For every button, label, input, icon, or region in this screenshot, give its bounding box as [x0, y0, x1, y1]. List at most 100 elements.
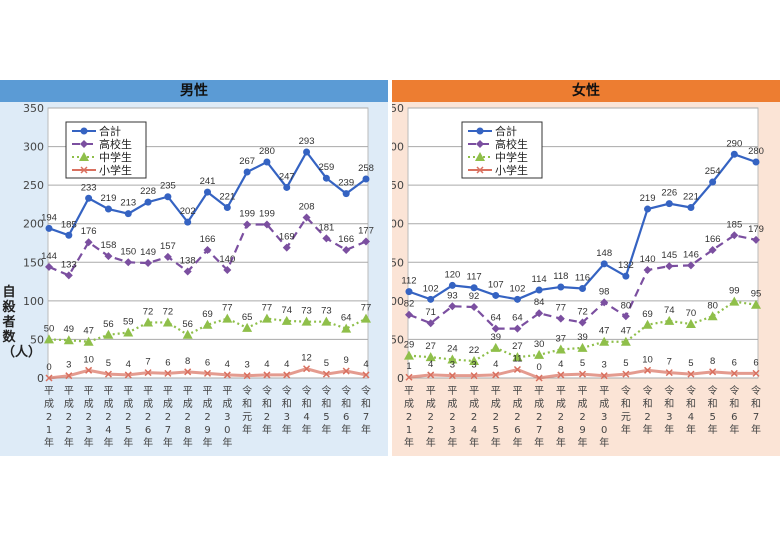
x-tick-label: 令和 6 年	[341, 384, 351, 436]
data-label: 1	[406, 361, 411, 372]
data-point	[512, 352, 523, 362]
data-label: 202	[180, 206, 196, 217]
data-label: 6	[165, 357, 170, 368]
series-高校生: 82 71 93 92 64 64 84 77 72 98 80 140 145 146 166 185 179	[404, 219, 764, 333]
x-tick-label: 平成 2 3 年	[84, 386, 94, 449]
data-point	[687, 204, 695, 212]
data-label: 107	[488, 279, 504, 290]
data-label: 10	[642, 354, 653, 365]
data-label: 59	[123, 316, 134, 327]
data-point	[283, 371, 291, 379]
data-point	[243, 372, 251, 380]
data-point	[557, 283, 565, 291]
data-point	[405, 310, 413, 319]
data-point	[223, 204, 231, 212]
data-point	[600, 298, 609, 307]
female-panel: 女性 050100150200250300350平成21年平成22年平成23年平…	[392, 80, 780, 456]
series-小学生: 0 3 10 5 4 7 6 8 6 4 3 4 4 12 5 9 4	[45, 353, 370, 382]
data-label: 99	[729, 286, 740, 297]
data-label: 37	[556, 333, 567, 344]
data-point	[104, 370, 112, 378]
x-tick-label: 令和 4 年	[686, 384, 696, 436]
data-point	[341, 323, 352, 333]
data-point	[470, 284, 478, 292]
data-label: 4	[363, 359, 368, 370]
data-label: 118	[553, 271, 568, 282]
x-tick-label: 平成 2 1 年	[44, 386, 54, 449]
data-label: 158	[101, 240, 117, 251]
data-point	[80, 166, 88, 174]
data-point	[622, 272, 630, 280]
data-point	[404, 350, 414, 360]
data-label: 5	[324, 358, 329, 369]
data-point	[470, 303, 479, 312]
data-point	[65, 372, 73, 380]
data-label: 199	[239, 208, 255, 219]
data-label: 80	[621, 300, 632, 311]
data-label: 69	[202, 309, 213, 320]
x-tick-label: 平成 2 6 年	[143, 386, 153, 449]
data-point	[599, 336, 610, 346]
data-point	[578, 370, 587, 378]
x-tick-label: 平成 2 9 年	[203, 386, 213, 449]
data-label: 4	[126, 359, 131, 370]
data-label: 29	[404, 340, 415, 351]
data-label: 169	[279, 232, 295, 243]
data-point	[204, 188, 211, 196]
x-tick-label: 平成 2 2 年	[64, 386, 74, 449]
data-point	[262, 220, 271, 229]
data-point	[709, 178, 717, 186]
y-tick-label: 100	[392, 295, 404, 308]
data-label: 92	[469, 291, 480, 302]
data-label: 39	[577, 332, 588, 343]
data-point	[362, 175, 370, 183]
y-tick-label: 200	[392, 218, 404, 231]
data-point	[579, 285, 586, 293]
data-point	[621, 312, 630, 321]
data-point	[104, 205, 112, 213]
data-label: 64	[512, 313, 523, 324]
data-label: 259	[318, 162, 334, 173]
data-label: 7	[145, 357, 150, 368]
y-tick-label: 150	[23, 256, 44, 269]
data-label: 116	[575, 273, 590, 284]
data-point	[709, 368, 717, 376]
data-label: 72	[163, 306, 174, 317]
data-point	[578, 318, 587, 327]
data-point	[708, 245, 717, 254]
x-tick-label: 平成 2 6 年	[512, 386, 522, 449]
data-point	[45, 262, 53, 271]
legend-label: 合計	[495, 124, 517, 138]
data-label: 3	[471, 360, 476, 371]
data-point	[223, 371, 231, 379]
y-tick-label: 150	[392, 256, 404, 269]
data-label: 280	[259, 146, 275, 157]
data-point	[600, 260, 608, 268]
data-point	[685, 319, 696, 328]
data-label: 0	[46, 362, 51, 373]
data-point	[163, 252, 172, 261]
data-point	[665, 369, 673, 377]
data-point	[752, 235, 760, 244]
data-label: 157	[160, 241, 176, 252]
data-label: 4	[225, 359, 230, 370]
data-label: 3	[602, 360, 607, 371]
data-label: 102	[510, 283, 526, 294]
data-point	[491, 324, 500, 333]
data-point	[557, 371, 565, 379]
x-tick-label: 令和 2 年	[643, 384, 653, 436]
data-label: 199	[259, 208, 275, 219]
y-tick-label: 350	[23, 102, 44, 115]
data-point	[513, 365, 521, 374]
data-label: 0	[536, 362, 541, 373]
data-point	[123, 327, 134, 337]
y-tick-label: 100	[23, 295, 44, 308]
data-point	[752, 158, 760, 166]
data-point	[644, 205, 652, 213]
data-point	[322, 234, 331, 243]
data-point	[342, 190, 350, 198]
data-point	[555, 344, 566, 354]
data-point	[644, 366, 652, 374]
